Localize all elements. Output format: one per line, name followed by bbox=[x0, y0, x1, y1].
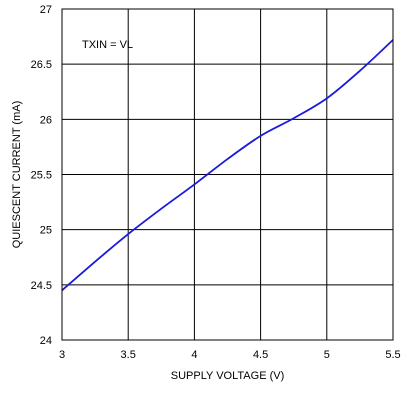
x-tick-label: 4 bbox=[191, 349, 197, 361]
series-group bbox=[61, 39, 394, 292]
x-tick-label: 3 bbox=[59, 349, 65, 361]
plot-frame bbox=[61, 8, 394, 341]
y-tick-label: 26.5 bbox=[31, 59, 52, 71]
x-axis-label: SUPPLY VOLTAGE (V) bbox=[171, 370, 285, 382]
x-tick-label: 3.5 bbox=[121, 349, 136, 361]
grid bbox=[62, 9, 393, 340]
y-axis-label: QUIESCENT CURRENT (mA) bbox=[11, 101, 23, 249]
y-tick-label: 27 bbox=[40, 4, 52, 16]
y-tick-label: 24 bbox=[40, 335, 52, 347]
x-tick-labels: 3 3.5 4 4.5 5 5.5 bbox=[59, 349, 401, 361]
x-tick-label: 4.5 bbox=[253, 349, 268, 361]
y-tick-label: 24.5 bbox=[31, 280, 52, 292]
y-tick-label: 26 bbox=[40, 114, 52, 126]
y-tick-labels: 24 24.5 25 25.5 26 26.5 27 bbox=[31, 4, 52, 347]
x-tick-label: 5 bbox=[324, 349, 330, 361]
series-line bbox=[61, 39, 394, 292]
x-tick-label: 5.5 bbox=[385, 349, 400, 361]
chart-annotation: TXIN = VL bbox=[82, 39, 133, 51]
y-tick-label: 25.5 bbox=[31, 170, 52, 182]
y-tick-label: 25 bbox=[40, 225, 52, 237]
